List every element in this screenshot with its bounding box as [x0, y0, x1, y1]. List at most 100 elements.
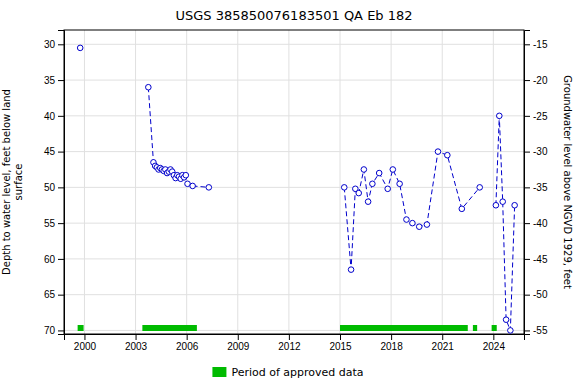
- series-line: [496, 116, 515, 331]
- tick-mark: [238, 334, 239, 340]
- tick: -35: [524, 182, 548, 193]
- tick: 70: [44, 325, 64, 336]
- tick: -25: [524, 111, 548, 122]
- legend-item: Period of approved data: [212, 366, 363, 379]
- data-point: [500, 199, 506, 205]
- tick: 2000: [74, 334, 97, 352]
- tick-mark: [58, 295, 64, 296]
- tick: 2015: [329, 334, 352, 352]
- legend: Period of approved data: [212, 366, 363, 379]
- tick-label: -20: [533, 75, 548, 86]
- tick-label: 60: [44, 254, 56, 265]
- tick: 50: [44, 182, 64, 193]
- tick: -50: [524, 289, 548, 300]
- tick: -30: [524, 146, 548, 157]
- tick-label: 65: [44, 289, 56, 300]
- tick-label: 30: [44, 39, 56, 50]
- tick: 45: [44, 146, 64, 157]
- axis-line: [525, 31, 531, 335]
- grid-line-y: [64, 187, 524, 188]
- data-point: [390, 167, 396, 173]
- data-point: [183, 172, 189, 178]
- tick-label: -15: [533, 39, 548, 50]
- tick: 55: [44, 218, 64, 229]
- data-point: [410, 220, 416, 226]
- tick-mark: [340, 334, 341, 340]
- tick: 65: [44, 289, 64, 300]
- tick-mark: [58, 187, 64, 188]
- tick-mark: [187, 334, 188, 340]
- tick: 60: [44, 254, 64, 265]
- grid-line-y: [64, 223, 524, 224]
- data-point: [397, 181, 403, 187]
- data-point: [376, 170, 382, 176]
- tick-label: 2021: [432, 341, 455, 352]
- tick: -20: [524, 75, 548, 86]
- grid-line-x: [493, 30, 494, 334]
- data-point: [370, 181, 376, 187]
- series-line: [344, 152, 479, 270]
- grid-line-y: [64, 294, 524, 295]
- tick-label: 2024: [483, 341, 506, 352]
- tick-label: 55: [44, 218, 56, 229]
- grid-line-x: [237, 30, 238, 334]
- tick-label: -40: [533, 218, 548, 229]
- tick-mark: [58, 223, 64, 224]
- data-point: [512, 202, 518, 208]
- grid-line-x: [391, 30, 392, 334]
- tick-mark: [289, 334, 290, 340]
- tick: -45: [524, 254, 548, 265]
- grid: [64, 30, 524, 334]
- tick-mark: [524, 44, 530, 45]
- tick-label: 2009: [227, 341, 250, 352]
- data-point: [445, 152, 451, 158]
- data-point: [416, 224, 422, 230]
- tick-mark: [58, 44, 64, 45]
- tick-mark: [524, 223, 530, 224]
- data-point: [493, 202, 499, 208]
- data-point: [503, 317, 509, 323]
- tick-mark: [524, 152, 530, 153]
- legend-label: Period of approved data: [231, 366, 363, 379]
- approved-period: [473, 325, 477, 331]
- tick: 2003: [125, 334, 148, 352]
- tick-label: 2003: [125, 341, 148, 352]
- data-point: [385, 186, 391, 192]
- series-line: [148, 87, 208, 187]
- tick-mark: [136, 334, 137, 340]
- data-point: [424, 222, 430, 228]
- tick-label: -25: [533, 111, 548, 122]
- tick-mark: [58, 116, 64, 117]
- tick-mark: [442, 334, 443, 340]
- tick: -55: [524, 325, 548, 336]
- data-point: [459, 206, 465, 212]
- tick: 30: [44, 39, 64, 50]
- grid-line-x: [288, 30, 289, 334]
- tick-mark: [58, 259, 64, 260]
- data-point: [348, 267, 354, 273]
- tick-label: 2006: [176, 341, 199, 352]
- tick-label: 70: [44, 325, 56, 336]
- tick-mark: [524, 330, 530, 331]
- axis-line: [58, 31, 65, 335]
- x-axis: 200020032006200920122015201820212024: [65, 334, 525, 352]
- approved-period: [78, 325, 84, 331]
- tick: 2018: [380, 334, 403, 352]
- plot-frame: [64, 30, 524, 334]
- tick-mark: [58, 330, 64, 331]
- data-point: [435, 149, 441, 155]
- grid-line-y: [64, 258, 524, 259]
- data-point: [496, 113, 502, 119]
- y-axis: 303540455055606570: [44, 31, 65, 337]
- data-point: [508, 328, 514, 334]
- tick: 2024: [483, 334, 506, 352]
- tick-label: 45: [44, 146, 56, 157]
- tick: 2009: [227, 334, 250, 352]
- tick-mark: [524, 80, 530, 81]
- data-point: [146, 84, 152, 90]
- data-point: [77, 45, 83, 51]
- tick-label: -50: [533, 289, 548, 300]
- plot-area: [77, 45, 517, 333]
- tick-mark: [84, 334, 85, 340]
- data-point: [190, 183, 196, 189]
